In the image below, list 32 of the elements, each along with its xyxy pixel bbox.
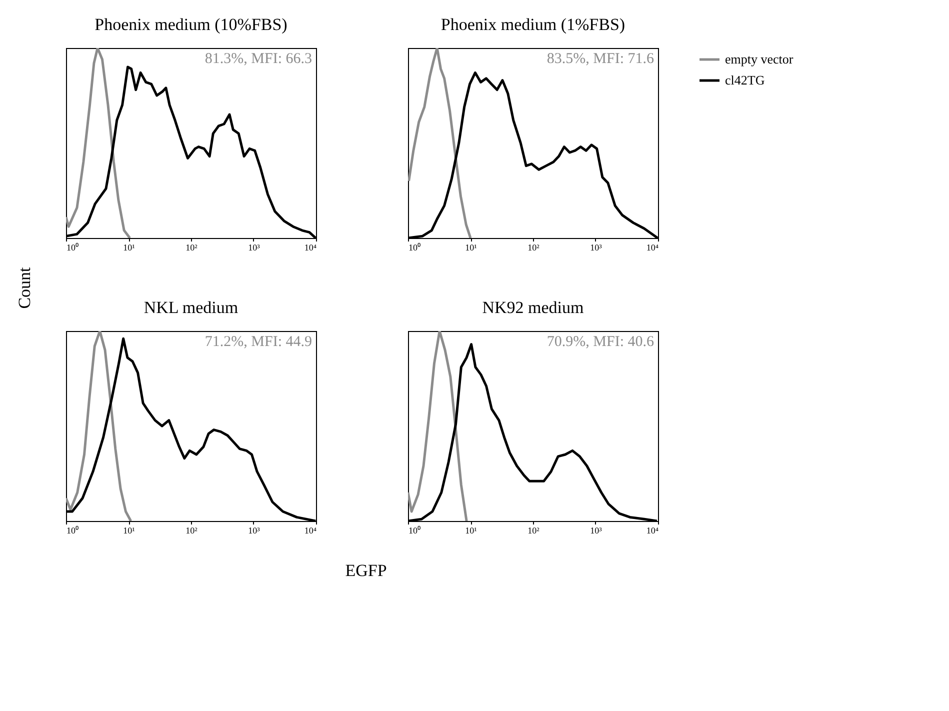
x-tick-label: 10³: [590, 242, 602, 252]
x-tick-label: 10¹: [465, 242, 478, 252]
chart-title: NK92 medium: [482, 298, 584, 317]
chart-title: Phoenix medium (1%FBS): [440, 15, 626, 34]
x-tick-label: 10⁰: [408, 242, 420, 252]
chart-title: Phoenix medium (10%FBS): [94, 15, 288, 34]
x-tick-label: 10⁴: [646, 526, 658, 536]
x-tick-label: 10⁰: [66, 526, 78, 536]
annotation: 70.9%, MFI: 40.6: [546, 334, 654, 350]
annotation: 83.5%, MFI: 71.6: [546, 51, 654, 67]
x-tick-label: 10⁴: [646, 242, 658, 252]
x-axis-title: EGFP: [345, 561, 387, 580]
x-tick-label: 10³: [248, 526, 260, 536]
x-tick-label: 10⁰: [66, 242, 78, 252]
x-tick-label: 10³: [590, 526, 602, 536]
x-tick-label: 10⁰: [408, 526, 420, 536]
x-tick-label: 10¹: [123, 526, 136, 536]
chart-title: NKL medium: [144, 298, 238, 317]
legend-label: cl42TG: [725, 72, 765, 88]
x-tick-label: 10²: [528, 526, 540, 536]
x-tick-label: 10¹: [123, 242, 136, 252]
annotation: 71.2%, MFI: 44.9: [204, 334, 312, 350]
y-axis-title: Count: [15, 266, 34, 309]
x-tick-label: 10²: [186, 242, 198, 252]
x-tick-label: 10²: [528, 242, 540, 252]
x-tick-label: 10⁴: [304, 526, 316, 536]
x-tick-label: 10³: [248, 242, 260, 252]
x-tick-label: 10¹: [465, 526, 478, 536]
x-tick-label: 10⁴: [304, 242, 316, 252]
annotation: 81.3%, MFI: 66.3: [204, 51, 312, 67]
x-tick-label: 10²: [186, 526, 198, 536]
legend-label: empty vector: [725, 52, 794, 66]
